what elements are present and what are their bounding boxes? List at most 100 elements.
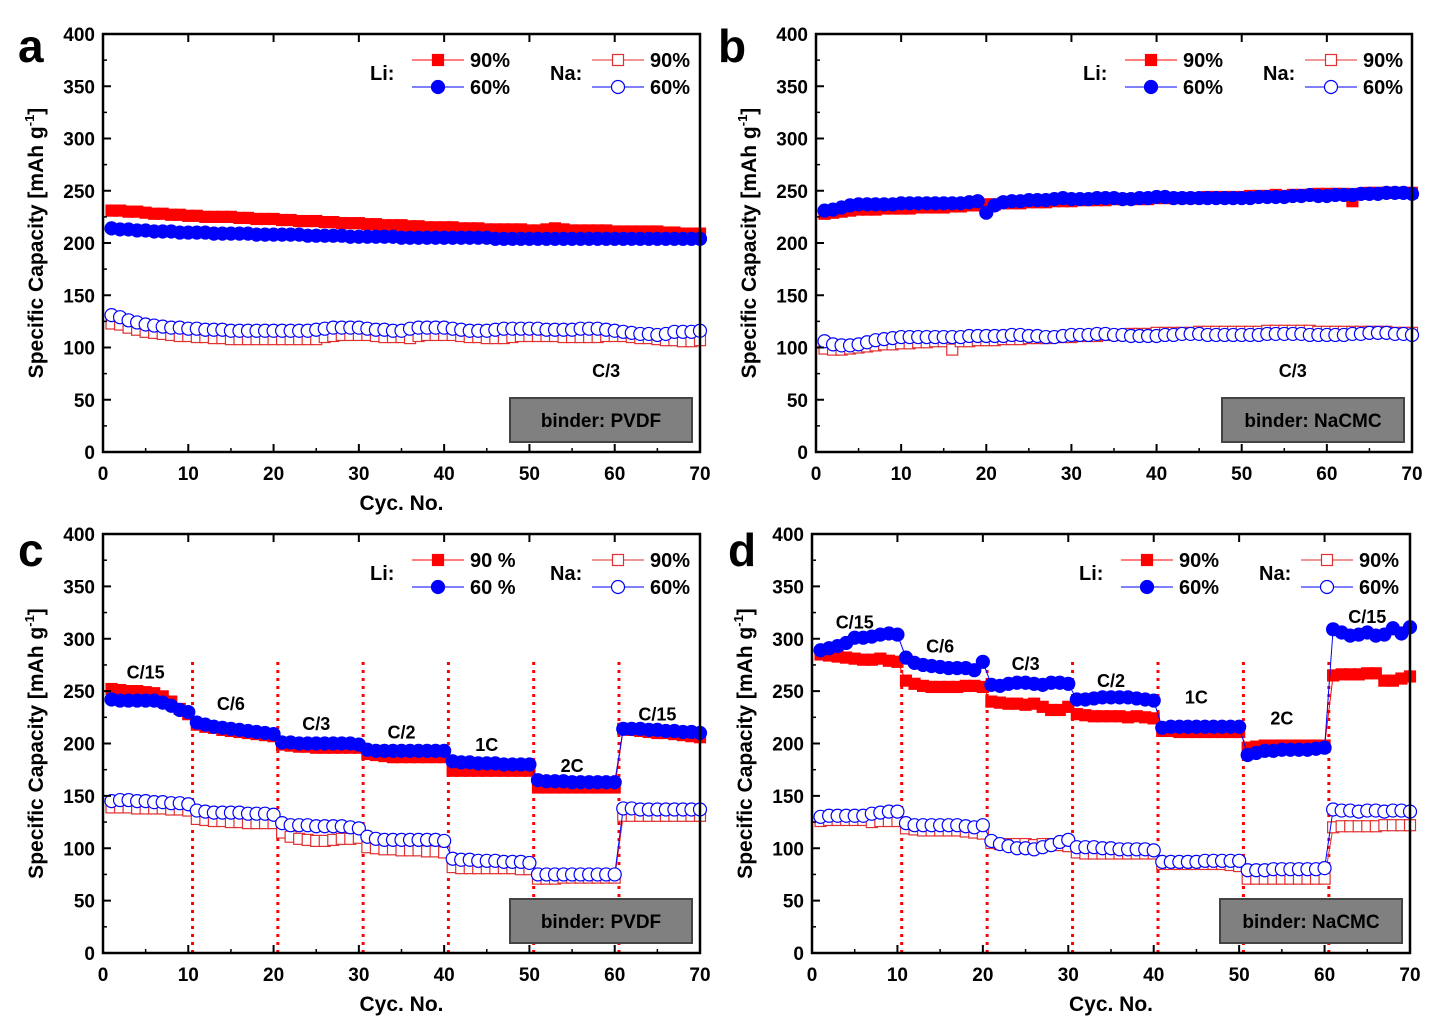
rate-label: C/6 [217,694,245,714]
y-tick-label: 250 [63,182,95,203]
binder-box-bg [509,898,693,944]
legend-group-label: Li: [370,63,394,85]
data-point [1232,853,1247,868]
legend-marker [1324,53,1338,67]
panel-letter: d [728,524,756,576]
y-tick-label: 200 [776,234,808,255]
y-tick-label: 350 [63,577,95,598]
y-tick-label: 300 [63,130,95,151]
x-axis-label: Cyc. No. [359,492,443,515]
x-tick-label: 40 [434,965,455,986]
legend-li: Li: 90% 60% [370,50,510,99]
rate-label: C/15 [836,612,874,632]
series-li-60 [813,620,1418,763]
rate-label: C/2 [1097,671,1125,691]
y-axis-label-end: ] [738,108,761,115]
y-tick-label: 100 [63,839,95,860]
x-tick-label: 60 [1316,464,1337,485]
legend-entry-label: 90 % [470,550,516,572]
x-tick-label: 10 [887,965,908,986]
y-axis-label-main: Specific Capacity [mAh g [734,627,757,879]
legend-entry-label: 90% [1183,50,1223,72]
plot-frame [814,32,1414,454]
y-tick-label: 0 [793,944,804,965]
legend-group-label: Li: [1079,563,1103,585]
binder-box: binder: NaCMC [1221,397,1405,443]
binder-box: binder: PVDF [509,898,693,944]
legend-li: Li: 90% 60% [1083,50,1223,99]
legend-group-label: Li: [1083,63,1107,85]
data-point [1317,861,1332,876]
legend-li: Li: 90 % 60 % [370,550,516,599]
y-axis-label-sup: -1 [731,615,746,627]
x-tick-label: 20 [263,464,284,485]
y-tick-label: 100 [772,839,804,860]
x-tick-label: 40 [1146,464,1167,485]
y-axis-label: Specific Capacity [mAh g-1] [735,108,761,379]
legend-group-label: Na: [1263,63,1295,85]
data-point [1232,719,1247,734]
y-tick-label: 300 [63,630,95,651]
legend-na: Na: 90% 60% [1263,50,1403,99]
y-axis-label-sup: -1 [22,115,37,127]
rate-label: C/3 [302,714,330,734]
legend-entry-label: 90% [1363,50,1403,72]
data-point [437,743,452,758]
x-tick-label: 40 [434,464,455,485]
legend-marker [1320,553,1334,567]
series-na-60 [813,802,1418,878]
x-tick-label: 20 [972,965,993,986]
binder-label: binder: NaCMC [1244,411,1382,432]
data-point [1147,712,1160,725]
rate-label: C/3 [1012,654,1040,674]
binder-box: binder: PVDF [509,397,693,443]
data-point [1317,740,1332,755]
binder-label: binder: PVDF [541,912,661,933]
x-tick-label: 10 [178,965,199,986]
data-point [975,654,990,669]
y-tick-label: 50 [783,892,804,913]
legend-marker [1144,53,1158,67]
panel-c: c 0 50 100 150 200 250 300 350 400 0 10 20 30 40 50 60 70… [18,524,711,1016]
series-na-60 [104,308,708,343]
y-tick-label: 0 [84,944,95,965]
panel-a: a 0 50 100 150 200 250 300 350 400 0 10 20 30 40 50 60 70… [18,20,711,515]
rate-label: C/3 [1279,361,1307,381]
legend-marker [1139,579,1155,595]
y-tick-label: 300 [776,130,808,151]
data-point [1062,700,1075,713]
data-point [351,821,366,836]
x-tick-label: 0 [98,965,109,986]
binder-box-bg [509,397,693,443]
data-point [1369,667,1382,680]
binder-box: binder: NaCMC [1219,898,1403,944]
legend-marker [610,579,626,595]
data-point [181,704,196,720]
legend-entry-label: 60% [1359,577,1399,599]
y-axis-label-main: Specific Capacity [mAh g [25,126,48,378]
rate-label: C/15 [127,663,165,683]
x-axis-label: Cyc. No. [359,993,443,1016]
y-tick-label: 300 [772,630,804,651]
binder-box-bg [1221,397,1405,443]
legend-na: Na: 90% 60% [550,550,690,599]
series-li-60 [104,221,708,246]
legend-entry-label: 60% [650,577,690,599]
legend-marker [430,579,446,595]
legend-marker [1140,553,1154,567]
data-point [607,775,622,790]
y-axis-label-end: ] [25,608,48,615]
y-tick-label: 150 [772,787,804,808]
x-tick-label: 20 [263,965,284,986]
y-tick-label: 150 [63,787,95,808]
y-tick-label: 200 [772,735,804,756]
y-axis-label: Specific Capacity [mAh g-1] [731,608,757,879]
rate-label: C/6 [926,636,954,656]
x-tick-label: 10 [891,464,912,485]
legend-group-label: Na: [1259,563,1291,585]
legend-na: Na: 90% 60% [1259,550,1399,599]
legend-marker [611,53,625,67]
legend-entry-label: 90% [650,50,690,72]
x-tick-label: 30 [1058,965,1079,986]
legend-marker [1143,79,1159,95]
